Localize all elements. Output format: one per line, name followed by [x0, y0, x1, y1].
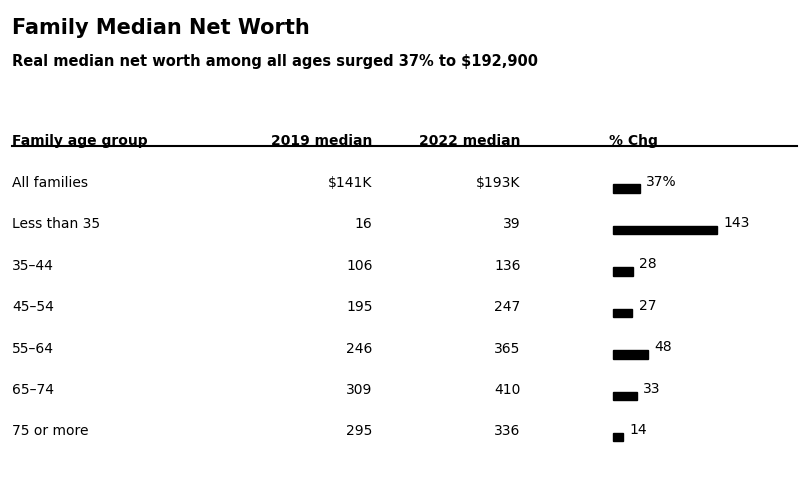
- Text: $193K: $193K: [477, 176, 521, 190]
- Text: 143: 143: [723, 216, 750, 230]
- Text: Family age group: Family age group: [12, 134, 148, 148]
- Text: 14: 14: [629, 423, 647, 437]
- Text: $141K: $141K: [328, 176, 372, 190]
- Text: 33: 33: [643, 382, 661, 396]
- Text: Real median net worth among all ages surged 37% to $192,900: Real median net worth among all ages sur…: [12, 54, 538, 68]
- Text: 16: 16: [354, 217, 372, 231]
- Text: 295: 295: [346, 424, 372, 438]
- Text: 39: 39: [503, 217, 521, 231]
- Text: 55–64: 55–64: [12, 342, 54, 355]
- Text: Less than 35: Less than 35: [12, 217, 100, 231]
- Text: 45–54: 45–54: [12, 300, 54, 314]
- Bar: [612, 226, 717, 234]
- Bar: [612, 433, 623, 442]
- Text: 246: 246: [346, 342, 372, 355]
- Text: % Chg: % Chg: [608, 134, 658, 148]
- Text: 195: 195: [346, 300, 372, 314]
- Text: All families: All families: [12, 176, 88, 190]
- Bar: [612, 267, 633, 276]
- Text: 336: 336: [494, 424, 521, 438]
- Text: 2019 median: 2019 median: [271, 134, 372, 148]
- Text: 75 or more: 75 or more: [12, 424, 89, 438]
- Bar: [612, 308, 633, 317]
- Text: 48: 48: [654, 340, 671, 354]
- Text: 35–44: 35–44: [12, 259, 54, 273]
- Text: 2022 median: 2022 median: [419, 134, 521, 148]
- Text: 410: 410: [494, 383, 521, 397]
- Text: 309: 309: [346, 383, 372, 397]
- Bar: [612, 184, 640, 193]
- Text: 37%: 37%: [646, 175, 676, 189]
- Bar: [612, 350, 648, 359]
- Bar: [612, 391, 637, 400]
- Text: 136: 136: [494, 259, 521, 273]
- Text: 106: 106: [346, 259, 372, 273]
- Text: 65–74: 65–74: [12, 383, 54, 397]
- Text: Family Median Net Worth: Family Median Net Worth: [12, 18, 310, 38]
- Text: 27: 27: [639, 299, 656, 313]
- Text: 365: 365: [494, 342, 521, 355]
- Text: 247: 247: [494, 300, 521, 314]
- Text: 28: 28: [639, 257, 657, 272]
